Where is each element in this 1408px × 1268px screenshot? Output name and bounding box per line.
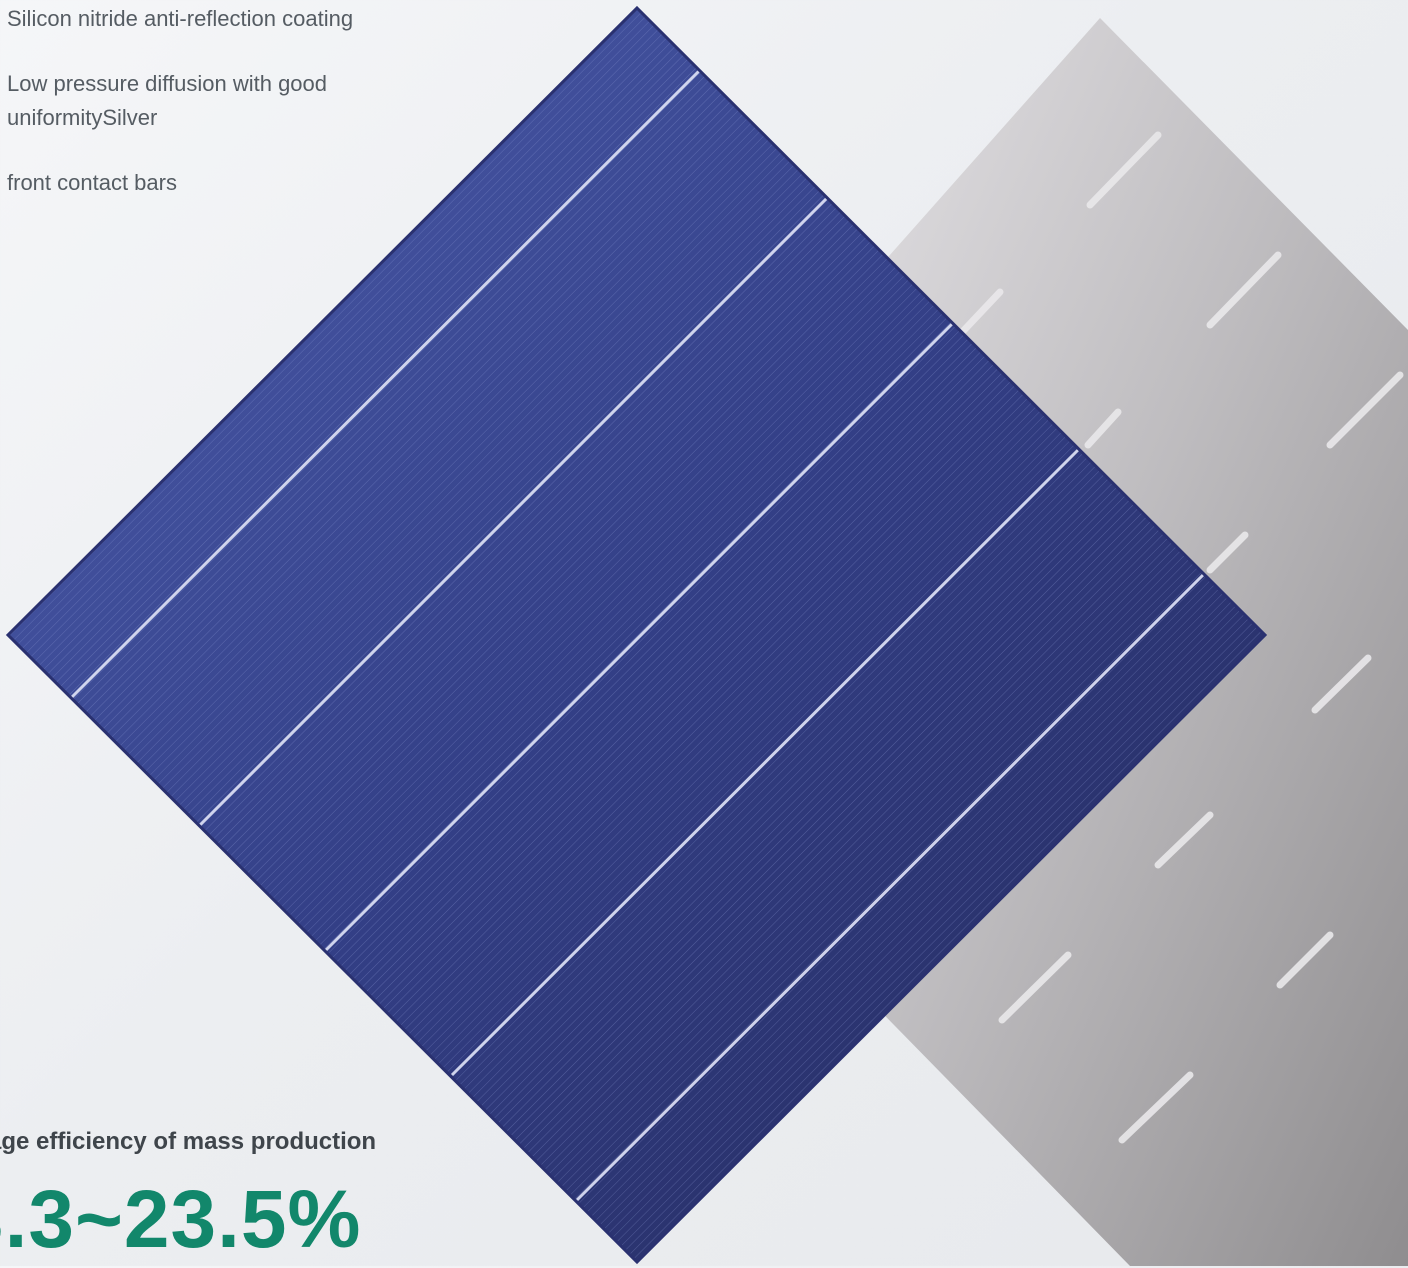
feature-contact-bars: front contact bars bbox=[7, 170, 177, 195]
feature-antireflection: Silicon nitride anti-reflection coating bbox=[7, 6, 354, 31]
efficiency-value: 3.3~23.5% bbox=[0, 1174, 362, 1265]
feature-diffusion: Low pressure diffusion with good uniform… bbox=[7, 71, 328, 130]
efficiency-label: age efficiency of mass production bbox=[0, 1128, 377, 1155]
